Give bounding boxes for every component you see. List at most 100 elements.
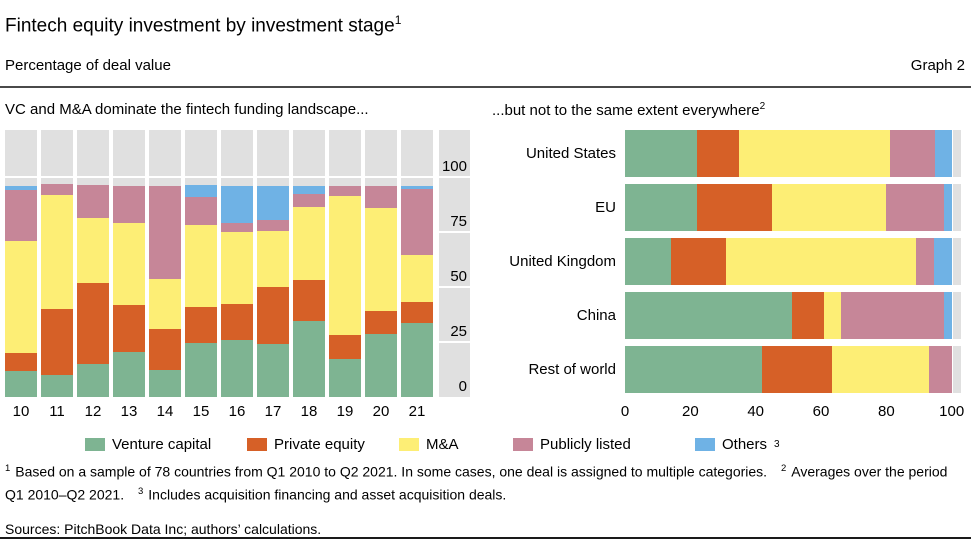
- bar-segment-private-equity: [329, 335, 361, 359]
- bar-segment-venture-capital: [41, 375, 73, 397]
- bar-segment-others: [935, 130, 952, 177]
- footnote-2-text: Averages over the period Q1 2010–Q2 2021…: [5, 463, 948, 503]
- bar-segment-venture-capital: [625, 130, 697, 177]
- bar-segment-venture-capital: [5, 370, 37, 397]
- y-axis-label-column: [439, 130, 470, 397]
- gridline: [950, 238, 953, 285]
- x-axis-tick-label: 40: [747, 403, 765, 420]
- bar-segment-publicly-listed: [401, 189, 433, 256]
- x-axis-tick-label: 60: [812, 403, 830, 420]
- bar-segment-private-equity: [5, 353, 37, 371]
- year-label: 10: [12, 403, 30, 420]
- bar-segment-venture-capital: [77, 364, 109, 397]
- footnote-3-marker: 3: [138, 485, 144, 497]
- bar-segment-private-equity: [149, 328, 181, 370]
- bar-segment-publicly-listed: [329, 185, 361, 196]
- bar-segment-publicly-listed: [915, 238, 934, 285]
- bar-segment-private-equity: [696, 184, 772, 231]
- bar-segment-m-a: [41, 194, 73, 309]
- graph-number: Graph 2: [910, 57, 965, 74]
- country-label: United Kingdom: [509, 253, 616, 270]
- bar-segment-publicly-listed: [365, 185, 397, 208]
- bar-segment-m-a: [185, 225, 217, 307]
- stacked-bar: [401, 130, 433, 397]
- legend-swatch-venture-capital: [85, 437, 105, 451]
- year-label: 17: [264, 403, 282, 420]
- legend-swatch-publicly-listed: [513, 437, 533, 451]
- bar-segment-others: [257, 185, 289, 220]
- year-label: 21: [408, 403, 426, 420]
- bar-segment-venture-capital: [625, 292, 792, 339]
- footnote-1-text: Based on a sample of 78 countries from Q…: [15, 463, 768, 480]
- legend-footnote-marker: 3: [774, 438, 780, 450]
- page-title: Fintech equity investment by investment …: [5, 8, 401, 38]
- bar-segment-m-a: [832, 346, 929, 393]
- legend-label: M&A: [426, 435, 459, 453]
- bar-segment-publicly-listed: [221, 223, 253, 232]
- stacked-bar: [293, 130, 325, 397]
- bar-segment-private-equity: [293, 280, 325, 322]
- bar-segment-private-equity: [762, 346, 833, 393]
- legend-item: Venture capital: [85, 434, 211, 454]
- bar-segment-m-a: [149, 279, 181, 329]
- chart-legend: Venture capital Private equity M&A Publicly…: [0, 434, 971, 456]
- country-label: United States: [525, 145, 616, 162]
- bar-segment-private-equity: [221, 303, 253, 340]
- bar-segment-venture-capital: [149, 369, 181, 397]
- bar-segment-venture-capital: [625, 184, 697, 231]
- footnote-3-text: Includes acquisition financing and asset…: [148, 486, 507, 503]
- stacked-bar: [365, 130, 397, 397]
- bar-segment-private-equity: [77, 282, 109, 364]
- footnotes: 1 Based on a sample of 78 countries from …: [5, 459, 966, 504]
- page-title-text: Fintech equity investment by investment …: [5, 15, 395, 37]
- bar-segment-private-equity: [257, 287, 289, 345]
- stacked-bar: [77, 130, 109, 397]
- plot-background-row: [625, 238, 961, 285]
- subtitle: Percentage of deal value: [5, 57, 171, 74]
- y-axis-tick-label: 75: [450, 213, 467, 230]
- plot-background-row: [625, 346, 961, 393]
- year-label: 12: [84, 403, 102, 420]
- bar-segment-others: [221, 185, 253, 224]
- legend-swatch-private-equity: [247, 437, 267, 451]
- bar-segment-publicly-listed: [293, 193, 325, 207]
- bar-segment-publicly-listed: [77, 184, 109, 218]
- bar-segment-m-a: [5, 240, 37, 353]
- year-label: 18: [300, 403, 318, 420]
- gridline: [950, 292, 953, 339]
- plot-background-row: [625, 292, 961, 339]
- bar-segment-others: [5, 185, 37, 191]
- bar-segment-others: [401, 185, 433, 190]
- stacked-bar: [113, 130, 145, 397]
- legend-label: Publicly listed: [540, 435, 631, 453]
- x-axis-tick-label: 100: [939, 403, 965, 420]
- legend-label: Others: [722, 435, 768, 453]
- legend-item: Private equity: [247, 434, 365, 454]
- stacked-bar: [41, 130, 73, 397]
- panel-title-left: VC and M&A dominate the fintech funding …: [5, 101, 369, 118]
- bar-segment-others: [185, 184, 217, 197]
- x-axis-tick-label: 20: [681, 403, 699, 420]
- bar-segment-others: [933, 238, 952, 285]
- bar-segment-others: [943, 292, 952, 339]
- bar-segment-publicly-listed: [840, 292, 944, 339]
- country-label: China: [576, 307, 616, 324]
- plot-background-row: [625, 130, 961, 177]
- bar-segment-m-a: [221, 232, 253, 304]
- bar-segment-private-equity: [791, 292, 825, 339]
- bar-segment-publicly-listed: [889, 130, 936, 177]
- page-title-footnote-marker: 1: [394, 13, 402, 27]
- country-label: EU: [595, 199, 616, 216]
- year-label: 11: [49, 403, 65, 420]
- bar-segment-private-equity: [696, 130, 740, 177]
- legend-label: Venture capital: [112, 435, 212, 453]
- bar-segment-venture-capital: [365, 334, 397, 397]
- y-axis-tick-label: 25: [450, 323, 467, 340]
- year-label: 20: [372, 403, 390, 420]
- stacked-bar: [257, 130, 289, 397]
- right-stacked-bar-chart: United States EU United Kingdom China Rest o…: [490, 130, 971, 430]
- bar-segment-venture-capital: [293, 321, 325, 397]
- bar-segment-private-equity: [670, 238, 727, 285]
- gridline: [5, 176, 470, 178]
- bar-segment-venture-capital: [329, 358, 361, 397]
